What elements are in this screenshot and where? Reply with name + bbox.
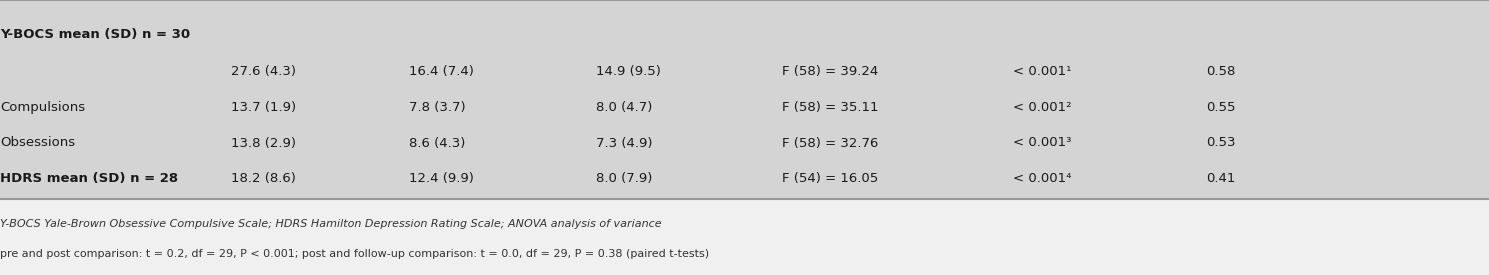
Text: < 0.001³: < 0.001³: [1013, 136, 1071, 150]
Text: HDRS mean (SD) n = 28: HDRS mean (SD) n = 28: [0, 172, 179, 185]
Text: 12.4 (9.9): 12.4 (9.9): [409, 172, 475, 185]
Text: F (58) = 32.76: F (58) = 32.76: [782, 136, 879, 150]
Text: Y-BOCS mean (SD) n = 30: Y-BOCS mean (SD) n = 30: [0, 28, 191, 41]
Text: < 0.001²: < 0.001²: [1013, 101, 1071, 114]
Text: 7.8 (3.7): 7.8 (3.7): [409, 101, 466, 114]
Text: 8.6 (4.3): 8.6 (4.3): [409, 136, 466, 150]
Text: 0.55: 0.55: [1206, 101, 1236, 114]
Text: < 0.001¹: < 0.001¹: [1013, 65, 1071, 78]
Text: Obsessions: Obsessions: [0, 136, 74, 150]
Text: Y-BOCS Yale-Brown Obsessive Compulsive Scale; HDRS Hamilton Depression Rating Sc: Y-BOCS Yale-Brown Obsessive Compulsive S…: [0, 219, 661, 229]
Text: pre and post comparison: t = 0.2, df = 29, P < 0.001; post and follow-up compari: pre and post comparison: t = 0.2, df = 2…: [0, 249, 709, 259]
Text: 27.6 (4.3): 27.6 (4.3): [231, 65, 296, 78]
Text: F (54) = 16.05: F (54) = 16.05: [782, 172, 879, 185]
Text: 8.0 (7.9): 8.0 (7.9): [596, 172, 652, 185]
Text: Compulsions: Compulsions: [0, 101, 85, 114]
Text: 0.53: 0.53: [1206, 136, 1236, 150]
Text: 14.9 (9.5): 14.9 (9.5): [596, 65, 661, 78]
Text: 0.58: 0.58: [1206, 65, 1236, 78]
Text: 16.4 (7.4): 16.4 (7.4): [409, 65, 475, 78]
FancyBboxPatch shape: [0, 0, 1489, 199]
Text: < 0.001⁴: < 0.001⁴: [1013, 172, 1071, 185]
Text: F (58) = 35.11: F (58) = 35.11: [782, 101, 879, 114]
Text: 8.0 (4.7): 8.0 (4.7): [596, 101, 652, 114]
Text: 7.3 (4.9): 7.3 (4.9): [596, 136, 652, 150]
Text: 0.41: 0.41: [1206, 172, 1236, 185]
Text: F (58) = 39.24: F (58) = 39.24: [782, 65, 879, 78]
Text: 13.8 (2.9): 13.8 (2.9): [231, 136, 296, 150]
Text: 18.2 (8.6): 18.2 (8.6): [231, 172, 296, 185]
Text: 13.7 (1.9): 13.7 (1.9): [231, 101, 296, 114]
